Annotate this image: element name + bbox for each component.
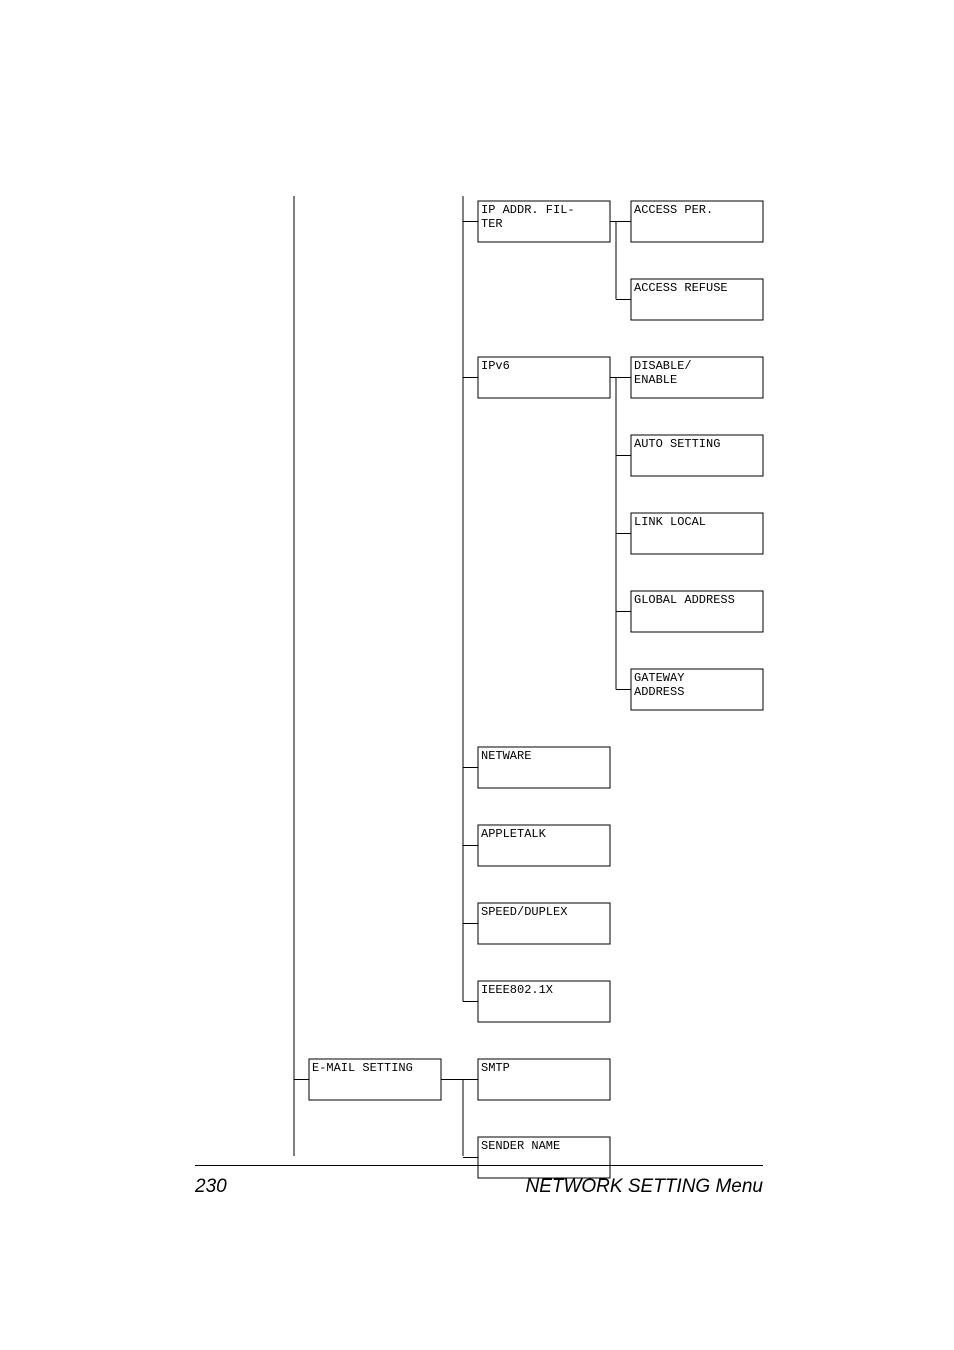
node-appletalk: APPLETALK <box>481 827 607 841</box>
menu-tree-diagram: IP ADDR. FIL- TER ACCESS PER. ACCESS REFUS… <box>0 0 954 1350</box>
node-auto: AUTO SETTING <box>634 437 760 451</box>
page: IP ADDR. FIL- TER ACCESS PER. ACCESS REFUS… <box>0 0 954 1350</box>
node-smtp: SMTP <box>481 1061 607 1075</box>
node-ip_filter: IP ADDR. FIL- TER <box>481 203 607 232</box>
node-linklocal: LINK LOCAL <box>634 515 760 529</box>
node-access_per: ACCESS PER. <box>634 203 760 217</box>
node-access_ref: ACCESS REFUSE <box>634 281 760 295</box>
node-gateway: GATEWAY ADDRESS <box>634 671 760 700</box>
node-disable: DISABLE/ ENABLE <box>634 359 760 388</box>
footer-title: NETWORK SETTING Menu <box>525 1176 763 1198</box>
page-number: 230 <box>195 1176 227 1198</box>
node-ieee: IEEE802.1X <box>481 983 607 997</box>
footer-rule <box>195 1165 763 1166</box>
node-netware: NETWARE <box>481 749 607 763</box>
node-sender: SENDER NAME <box>481 1139 607 1153</box>
node-speed: SPEED/DUPLEX <box>481 905 607 919</box>
node-global: GLOBAL ADDRESS <box>634 593 760 607</box>
node-email: E-MAIL SETTING <box>312 1061 438 1075</box>
node-ipv6: IPv6 <box>481 359 607 373</box>
